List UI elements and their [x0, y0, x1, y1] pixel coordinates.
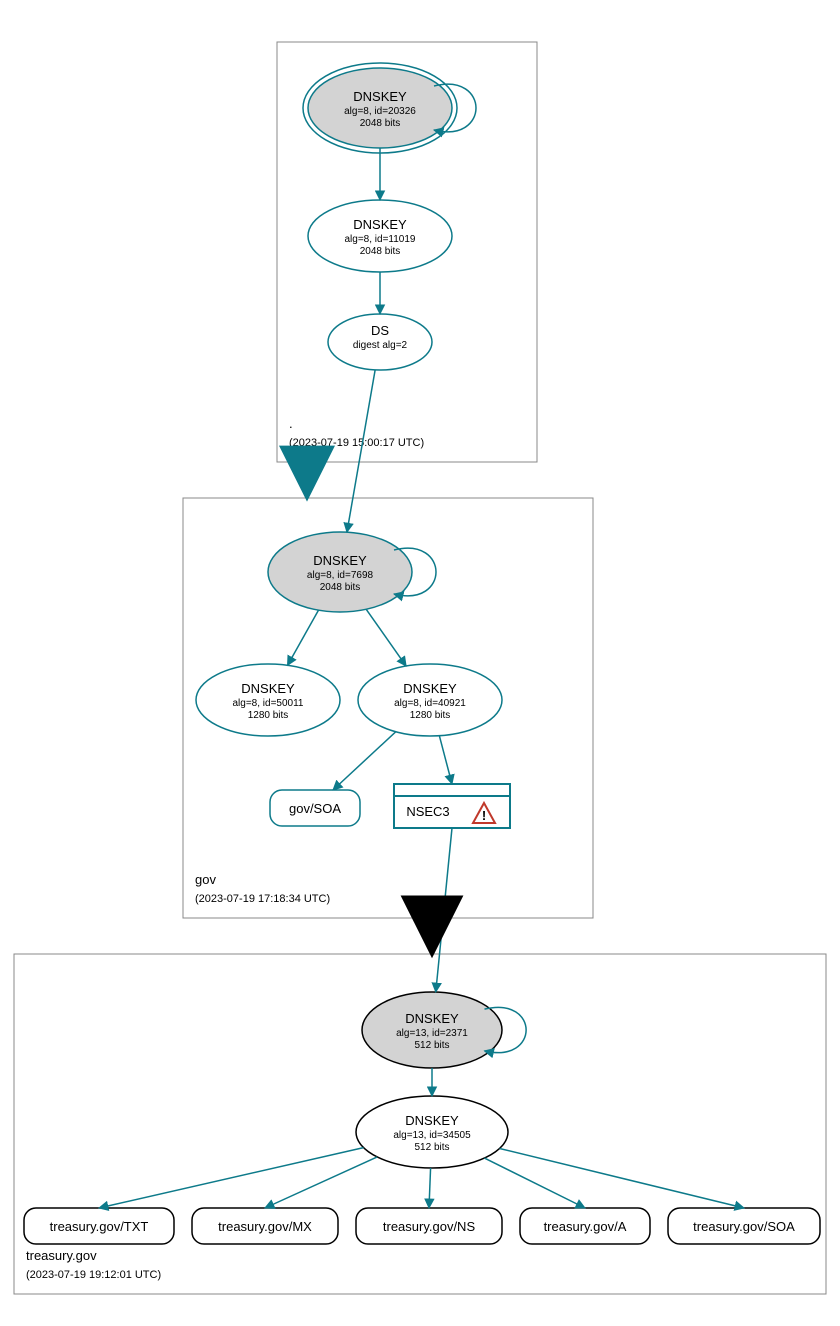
svg-text:!: ! — [482, 808, 486, 823]
node-treas_zsk: DNSKEY alg=13, id=34505512 bits — [356, 1096, 508, 1168]
svg-text:alg=8, id=40921: alg=8, id=40921 — [394, 698, 466, 709]
svg-text:treasury.gov/NS: treasury.gov/NS — [383, 1219, 476, 1234]
svg-text:treasury.gov/MX: treasury.gov/MX — [218, 1219, 312, 1234]
rr-t_ns: treasury.gov/NS — [356, 1208, 502, 1244]
svg-text:2048 bits: 2048 bits — [360, 118, 401, 129]
svg-text:alg=13, id=34505: alg=13, id=34505 — [393, 1130, 471, 1141]
svg-text:alg=8, id=7698: alg=8, id=7698 — [307, 570, 374, 581]
edge-treas_zsk-pt — [429, 1168, 431, 1208]
edge-gov_ksk-gov_zsk1 — [287, 610, 318, 665]
svg-text:alg=8, id=20326: alg=8, id=20326 — [344, 106, 416, 117]
rr-t_mx: treasury.gov/MX — [192, 1208, 338, 1244]
svg-text:alg=8, id=50011: alg=8, id=50011 — [233, 698, 304, 709]
nsec3-box: NSEC3! — [394, 784, 510, 828]
edge-treas_zsk-pt — [99, 1148, 364, 1208]
svg-text:2048 bits: 2048 bits — [320, 582, 361, 593]
svg-text:DNSKEY: DNSKEY — [241, 681, 295, 696]
rr-t_a: treasury.gov/A — [520, 1208, 650, 1244]
svg-text:treasury.gov/TXT: treasury.gov/TXT — [50, 1219, 149, 1234]
svg-text:alg=8, id=11019: alg=8, id=11019 — [345, 234, 416, 245]
node-gov_ksk: DNSKEY alg=8, id=76982048 bits — [268, 532, 412, 612]
svg-text:1280 bits: 1280 bits — [248, 710, 289, 721]
svg-text:DNSKEY: DNSKEY — [353, 89, 407, 104]
svg-text:2048 bits: 2048 bits — [360, 246, 401, 257]
svg-text:1280 bits: 1280 bits — [410, 710, 451, 721]
svg-text:NSEC3: NSEC3 — [406, 804, 449, 819]
svg-text:DNSKEY: DNSKEY — [405, 1011, 459, 1026]
zone-timestamp-root: (2023-07-19 15:00:17 UTC) — [289, 437, 424, 449]
rr-gov_soa: gov/SOA — [270, 790, 360, 826]
node-root_ds: DS digest alg=2 — [328, 314, 432, 370]
zone-label-treasury: treasury.gov — [26, 1248, 97, 1263]
edge-gov_zsk2-pt — [439, 736, 452, 784]
svg-text:512 bits: 512 bits — [414, 1040, 449, 1051]
zone-timestamp-gov: (2023-07-19 17:18:34 UTC) — [195, 893, 330, 905]
svg-text:DNSKEY: DNSKEY — [313, 553, 367, 568]
edge-gov_zsk2-pt — [333, 732, 396, 790]
svg-text:alg=13, id=2371: alg=13, id=2371 — [396, 1028, 468, 1039]
node-gov_zsk2: DNSKEY alg=8, id=409211280 bits — [358, 664, 502, 736]
zone-label-root: . — [289, 416, 293, 431]
svg-text:DS: DS — [371, 323, 389, 338]
rr-t_txt: treasury.gov/TXT — [24, 1208, 174, 1244]
svg-text:DNSKEY: DNSKEY — [405, 1113, 459, 1128]
edge-nsec3-treas_ksk — [436, 828, 452, 992]
node-root_ksk: DNSKEY alg=8, id=203262048 bits — [303, 63, 457, 153]
svg-text:gov/SOA: gov/SOA — [289, 801, 341, 816]
svg-text:digest alg=2: digest alg=2 — [353, 340, 408, 351]
zone-timestamp-treasury: (2023-07-19 19:12:01 UTC) — [26, 1269, 161, 1281]
node-root_zsk: DNSKEY alg=8, id=110192048 bits — [308, 200, 452, 272]
svg-text:512 bits: 512 bits — [414, 1142, 449, 1153]
svg-text:DNSKEY: DNSKEY — [403, 681, 457, 696]
svg-text:treasury.gov/A: treasury.gov/A — [544, 1219, 627, 1234]
rr-t_soa: treasury.gov/SOA — [668, 1208, 820, 1244]
zone-label-gov: gov — [195, 872, 216, 887]
svg-text:treasury.gov/SOA: treasury.gov/SOA — [693, 1219, 795, 1234]
edge-treas_zsk-pt — [265, 1157, 377, 1208]
svg-text:DNSKEY: DNSKEY — [353, 217, 407, 232]
node-treas_ksk: DNSKEY alg=13, id=2371512 bits — [362, 992, 502, 1068]
edge-gov_ksk-gov_zsk2 — [366, 609, 406, 666]
edge-treas_zsk-pt — [500, 1148, 744, 1208]
node-gov_zsk1: DNSKEY alg=8, id=500111280 bits — [196, 664, 340, 736]
edge-root_ds-gov_ksk — [347, 370, 375, 532]
